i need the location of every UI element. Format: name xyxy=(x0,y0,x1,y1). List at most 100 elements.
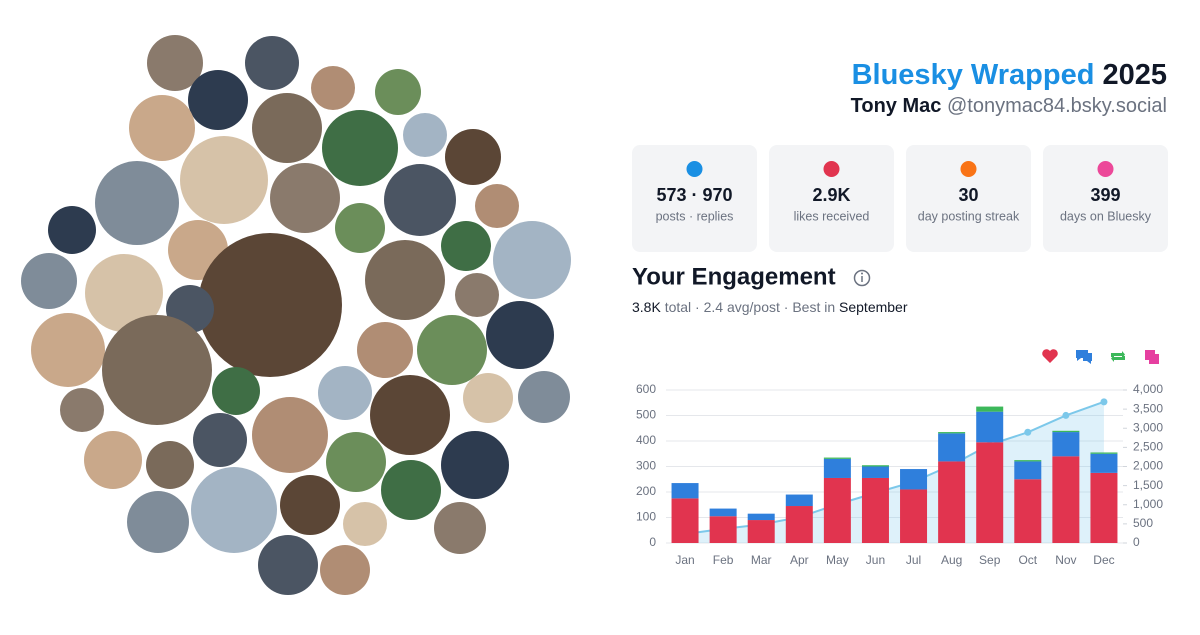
summary: total · 2.4 avg/post · Best in xyxy=(665,299,835,315)
y2-tick-label: 1,500 xyxy=(1133,478,1163,492)
bar-segment xyxy=(1090,452,1118,454)
avatar xyxy=(384,164,456,236)
stat-value: 573 · 970 xyxy=(656,185,732,205)
avatar xyxy=(463,373,513,423)
title-brand: Bluesky Wrapped xyxy=(852,59,1095,91)
avatar xyxy=(147,35,203,91)
stat-icon xyxy=(960,161,977,177)
x-tick-label: Jul xyxy=(906,553,921,567)
avatar xyxy=(357,322,413,378)
avatar xyxy=(343,502,387,546)
stat-label: posts · replies xyxy=(656,209,734,223)
avatar xyxy=(102,315,212,425)
avatar xyxy=(475,184,519,228)
bar-segment xyxy=(1052,456,1080,543)
bar-segment xyxy=(1052,430,1080,433)
avatar xyxy=(365,240,445,320)
bar-segment xyxy=(709,516,737,543)
bar-segment xyxy=(938,432,966,434)
avatar xyxy=(127,491,189,553)
avatar xyxy=(193,413,247,467)
y-tick-label: 200 xyxy=(636,484,656,498)
avatar xyxy=(188,70,248,130)
engagement-title: Your Engagement xyxy=(632,263,836,290)
avatar xyxy=(322,110,398,186)
bar-segment xyxy=(900,469,928,490)
x-tick-label: Sep xyxy=(979,553,1001,567)
y2-tick-label: 3,000 xyxy=(1133,420,1163,434)
legend-icon xyxy=(1111,351,1125,362)
x-tick-label: Jan xyxy=(675,553,694,567)
stat-card xyxy=(632,145,757,252)
line-point xyxy=(1100,398,1108,406)
stat-value: 2.9K xyxy=(812,185,850,205)
y2-tick-label: 4,000 xyxy=(1133,382,1163,396)
avatar xyxy=(403,113,447,157)
engagement-chart: 0 100 200 300 400 500 600 0 500 1,000 1,500 2,000 2,… xyxy=(636,349,1163,567)
avatar-collage xyxy=(21,35,571,595)
y-tick-label: 100 xyxy=(636,510,656,524)
stat-icon xyxy=(823,161,840,177)
avatar xyxy=(212,367,260,415)
y2-tick-label: 2,000 xyxy=(1133,459,1163,473)
avatar xyxy=(311,66,355,110)
y2-tick-label: 2,500 xyxy=(1133,440,1163,454)
y-tick-label: 500 xyxy=(636,408,656,422)
bar-segment xyxy=(747,513,775,521)
x-tick-label: Nov xyxy=(1055,553,1076,567)
line-point xyxy=(1024,428,1032,436)
avatar xyxy=(95,161,179,245)
avatar xyxy=(191,467,277,553)
avatar xyxy=(518,371,570,423)
legend-icon xyxy=(1145,350,1159,364)
stat-icon xyxy=(686,161,703,177)
avatar xyxy=(441,221,491,271)
avatar xyxy=(280,475,340,535)
stat-label: day posting streak xyxy=(918,209,1020,223)
bar-segment xyxy=(1014,479,1042,543)
bar-segment xyxy=(900,489,928,543)
stat-card xyxy=(906,145,1031,252)
y-tick-label: 600 xyxy=(636,382,656,396)
info-icon xyxy=(853,269,871,287)
bar-segment xyxy=(1090,472,1118,543)
x-tick-label: Feb xyxy=(713,553,734,567)
stat-card xyxy=(769,145,894,252)
bar-segment xyxy=(671,498,699,543)
legend-icon xyxy=(1076,350,1092,364)
title-year: 2025 xyxy=(1102,59,1167,91)
y2-tick-label: 500 xyxy=(1133,516,1153,530)
avatar xyxy=(455,273,499,317)
bar-segment xyxy=(938,461,966,543)
bar-segment xyxy=(709,508,737,517)
x-tick-label: Apr xyxy=(790,553,809,567)
bar-segment xyxy=(1090,453,1118,473)
avatar xyxy=(146,441,194,489)
avatar xyxy=(320,545,370,595)
stat-value: 399 xyxy=(1090,185,1120,205)
avatar xyxy=(434,502,486,554)
avatar xyxy=(381,460,441,520)
y2-tick-label: 0 xyxy=(1133,535,1140,549)
user-name: Tony Mac xyxy=(851,95,942,117)
avatar xyxy=(441,431,509,499)
y2-tick-label: 1,000 xyxy=(1133,497,1163,511)
avatar xyxy=(129,95,195,161)
bar-segment xyxy=(823,458,851,478)
avatar xyxy=(493,221,571,299)
bar-segment xyxy=(861,465,889,467)
line-point xyxy=(1062,411,1070,419)
avatar xyxy=(270,163,340,233)
avatar xyxy=(335,203,385,253)
stat-value: 30 xyxy=(958,185,978,205)
x-tick-label: May xyxy=(826,553,849,567)
avatar xyxy=(445,129,501,185)
total: 3.8K xyxy=(632,299,661,315)
avatar xyxy=(326,432,386,492)
avatar xyxy=(245,36,299,90)
engagement-summary: 3.8K total · 2.4 avg/post · Best in Sept… xyxy=(632,299,908,315)
avatar xyxy=(252,93,322,163)
avatar xyxy=(375,69,421,115)
